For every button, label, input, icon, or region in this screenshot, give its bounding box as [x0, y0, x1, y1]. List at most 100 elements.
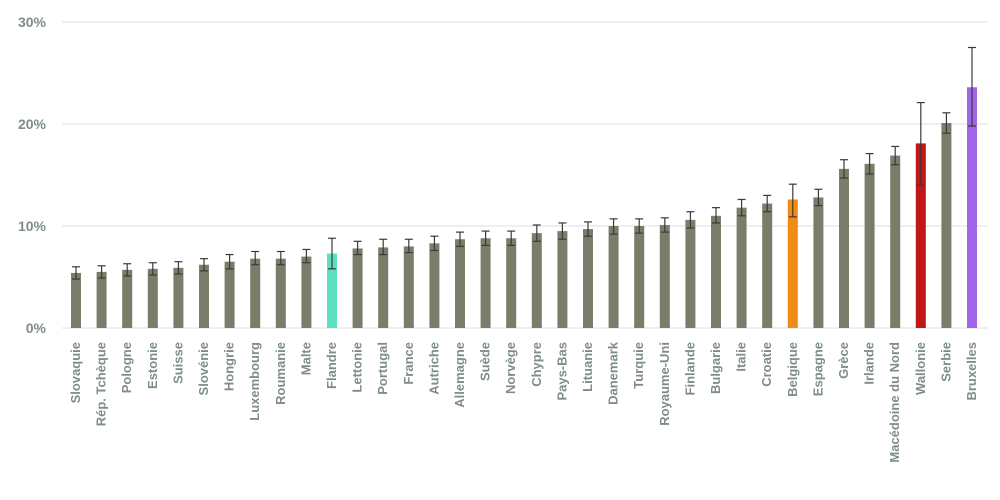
x-tick-label: Rép. Tchèque [94, 342, 109, 426]
x-tick-label: Norvège [503, 342, 518, 394]
error-bar [507, 230, 516, 246]
error-bar [148, 262, 157, 276]
bar [941, 122, 952, 328]
error-bar [660, 217, 669, 233]
error-bar [737, 198, 746, 217]
x-tick-label: Chypre [529, 342, 544, 387]
bars [71, 87, 977, 328]
x-tick-label: Grèce [836, 342, 851, 379]
bar [352, 248, 363, 328]
error-bar [430, 235, 439, 252]
error-bar [584, 221, 592, 237]
x-tick-label: Serbie [938, 342, 953, 382]
y-tick-label: 0% [26, 320, 47, 336]
x-tick-label: Croatie [759, 342, 774, 387]
x-tick-label: Estonie [145, 342, 160, 389]
x-tick-label: Lituanie [580, 342, 595, 392]
error-bar [788, 183, 797, 218]
error-bar [865, 152, 874, 175]
error-bar [891, 145, 900, 166]
bar [327, 253, 337, 328]
bar [864, 163, 875, 328]
bar [531, 233, 542, 328]
bar [890, 155, 901, 328]
bar [634, 226, 645, 328]
error-bar [558, 222, 567, 240]
x-axis-labels: Slovaquie Rép. Tchèque Pologne Estonie Suiss… [68, 341, 979, 462]
x-tick-label: Slovaquie [68, 342, 83, 403]
bar [224, 261, 235, 328]
x-tick-label: Autriche [426, 342, 441, 395]
bar [915, 143, 926, 328]
bar [711, 215, 721, 328]
bar [839, 168, 849, 328]
error-bar [174, 261, 183, 275]
error-bar [686, 211, 695, 229]
x-tick-label: Belgique [785, 342, 800, 397]
x-tick-label: Hongrie [222, 342, 237, 391]
error-bar [456, 231, 464, 247]
error-bar [814, 188, 823, 207]
error-bar [840, 159, 848, 179]
bar [480, 238, 491, 328]
y-axis-ticks: 0% 10% 20% 30% [18, 14, 47, 336]
error-bar [225, 253, 234, 270]
bar [736, 207, 747, 328]
x-tick-label: Luxembourg [247, 342, 262, 421]
x-tick-label: Slovénie [196, 342, 211, 395]
error-bars [72, 46, 976, 280]
bar [173, 267, 184, 328]
bar [557, 231, 568, 328]
error-bar [302, 248, 311, 264]
error-bar [404, 238, 413, 254]
error-bar [763, 194, 772, 213]
x-tick-label: Bruxelles [964, 342, 979, 401]
x-tick-label: Italie [734, 342, 749, 372]
bar [455, 239, 465, 328]
bar [762, 203, 773, 328]
x-tick-label: Portugal [375, 342, 390, 395]
x-tick-label: Suisse [170, 342, 185, 384]
bar [787, 199, 798, 328]
y-tick-label: 30% [18, 14, 47, 30]
x-tick-label: Macédoine du Nord [887, 342, 902, 463]
error-bar [251, 250, 260, 266]
error-bar [968, 46, 976, 127]
x-tick-label: Irlande [862, 342, 877, 385]
x-tick-label: Roumanie [273, 342, 288, 405]
bar [967, 87, 977, 328]
bar [659, 224, 670, 328]
bar [403, 246, 414, 328]
error-bar [353, 240, 362, 256]
bar [608, 226, 619, 328]
error-bar [379, 238, 388, 256]
error-bar [635, 218, 644, 234]
x-tick-label: Flandre [324, 342, 339, 389]
x-tick-label: Finlande [682, 342, 697, 395]
bar [506, 238, 517, 328]
bar [378, 247, 389, 328]
x-tick-label: Danemark [606, 341, 621, 405]
bar [147, 268, 158, 328]
x-tick-label: Pays-Bas [554, 342, 569, 401]
error-bar [123, 263, 132, 277]
x-tick-label: Pologne [119, 342, 134, 393]
bar [71, 272, 81, 328]
x-tick-label: Allemagne [452, 342, 467, 408]
x-tick-label: Turquie [631, 342, 646, 389]
bar [96, 271, 107, 328]
x-tick-label: Lettonie [350, 342, 365, 393]
bar [685, 219, 696, 328]
bar [301, 256, 312, 328]
bar [122, 269, 133, 328]
x-tick-label: Royaume-Uni [657, 342, 672, 426]
error-bar [532, 224, 541, 242]
error-bar [609, 218, 618, 235]
error-bar [712, 207, 720, 224]
gridlines [62, 21, 988, 329]
y-tick-label: 10% [18, 218, 47, 234]
x-tick-label: Malte [298, 342, 313, 375]
bar [813, 197, 824, 328]
bar [429, 243, 440, 328]
